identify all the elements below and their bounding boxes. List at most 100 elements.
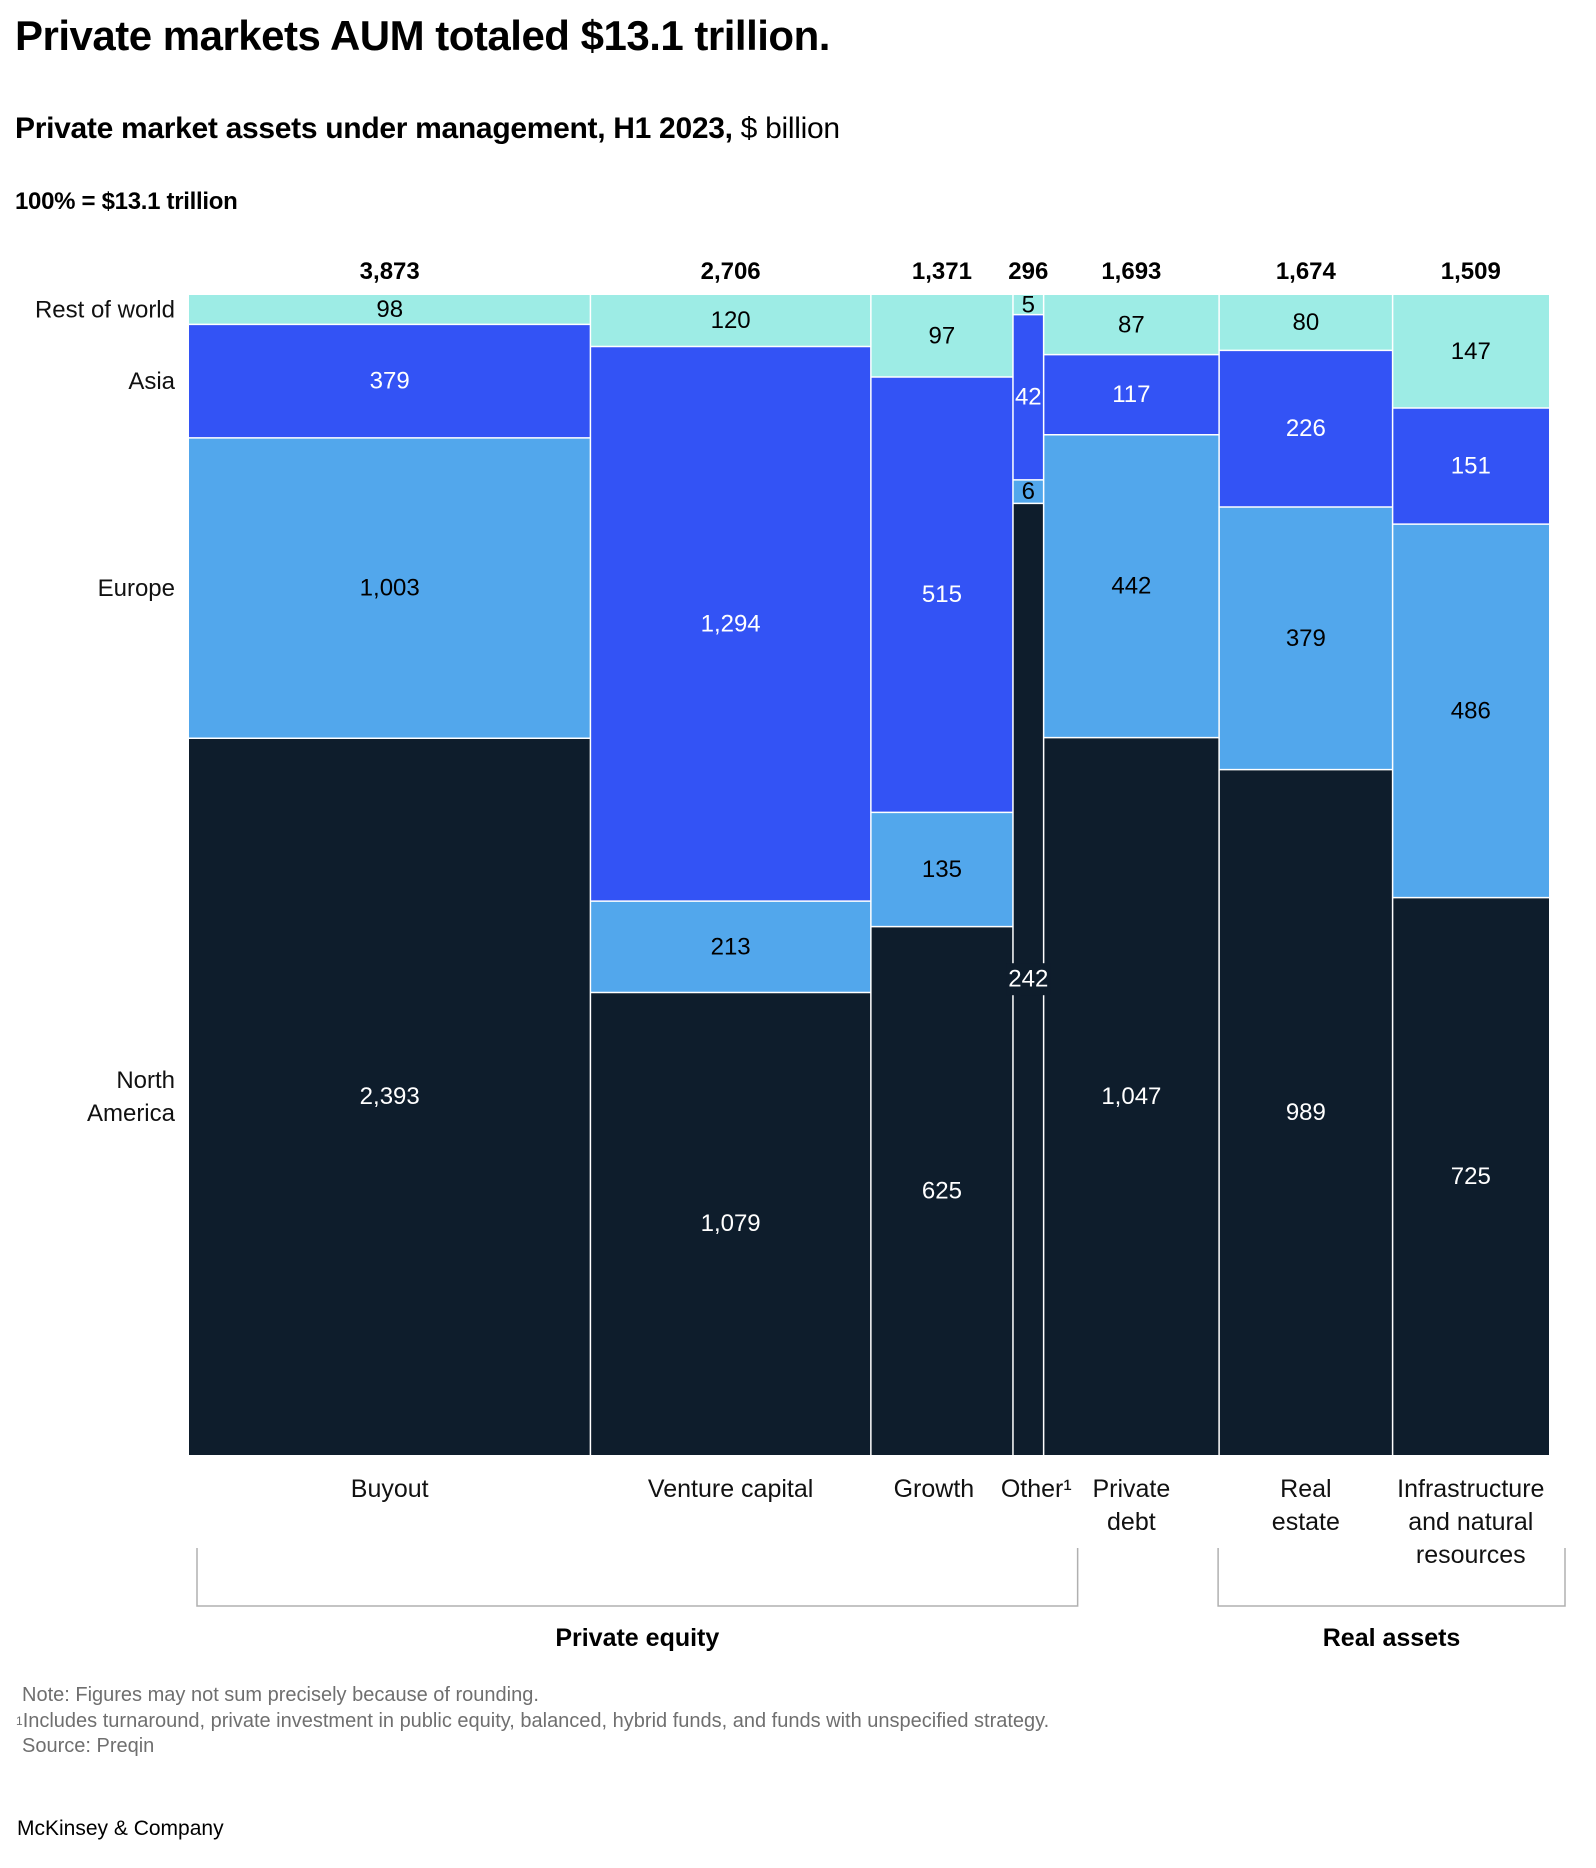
segment-rest-of-world xyxy=(1392,295,1549,409)
segment-value-label: 989 xyxy=(1286,1099,1326,1126)
segment-value-label: 1,003 xyxy=(360,575,420,602)
subtitle-main: Private market assets under management, … xyxy=(15,112,733,145)
note-rounding: Note: Figures may not sum precisely beca… xyxy=(22,1684,539,1706)
segment-europe xyxy=(1043,434,1220,738)
group-label: Private equity xyxy=(555,1624,719,1652)
column-total-label: 1,371 xyxy=(912,258,972,285)
segment-value-label: 379 xyxy=(370,368,410,395)
segment-north-america xyxy=(1043,737,1220,1455)
segment-asia xyxy=(870,377,1013,813)
segment-value-label: 1,047 xyxy=(1101,1083,1161,1110)
segment-north-america xyxy=(870,926,1013,1455)
segment-value-label: 486 xyxy=(1451,697,1491,724)
column-total-label: 1,693 xyxy=(1101,258,1161,285)
category-label: debt xyxy=(1107,1508,1156,1536)
segment-value-label: 147 xyxy=(1451,338,1491,365)
segment-europe xyxy=(590,901,871,993)
category-label: estate xyxy=(1272,1508,1340,1536)
category-label: Other¹ xyxy=(1001,1475,1072,1503)
subtitle-unit: $ billion xyxy=(732,112,840,145)
segment-north-america xyxy=(1392,897,1549,1455)
column-total-label: 1,674 xyxy=(1276,258,1337,285)
category-labels: Buyout Venture capital Growth Other¹ Private… xyxy=(351,1475,1545,1569)
segment-value-label: 151 xyxy=(1451,453,1491,480)
group-bracket xyxy=(1217,1548,1566,1607)
footnotes: Note: Figures may not sum precisely beca… xyxy=(16,1683,1049,1760)
row-label-asia: Asia xyxy=(128,368,175,395)
mosaic-chart: Rest of world Asia Europe North America 3,87… xyxy=(35,258,1566,1652)
chart-title: Private markets AUM totaled $13.1 trilli… xyxy=(15,12,830,59)
segment-rest-of-world xyxy=(870,295,1013,378)
segment-value-label: 80 xyxy=(1293,309,1320,336)
segment-asia xyxy=(1392,408,1549,525)
category-label: Venture capital xyxy=(648,1475,813,1503)
segment-north-america xyxy=(1219,769,1393,1455)
segment-rest-of-world xyxy=(590,295,871,347)
row-label-rest-of-world: Rest of world xyxy=(35,297,175,324)
segment-value-label: 97 xyxy=(929,323,956,350)
segment-europe xyxy=(870,812,1013,927)
segment-value-label: 213 xyxy=(711,933,751,960)
segment-asia xyxy=(590,346,871,902)
group-bracket xyxy=(196,1548,1079,1607)
category-label: Private xyxy=(1092,1475,1170,1503)
category-label: Infrastructure xyxy=(1397,1475,1544,1503)
row-label-europe: Europe xyxy=(98,575,175,602)
segment-value-label: 2,393 xyxy=(360,1083,420,1110)
brand-logo-text: McKinsey & Company xyxy=(17,1817,224,1840)
segment-value-label: 442 xyxy=(1111,573,1151,600)
segment-value-label: 242 xyxy=(1008,966,1048,993)
category-label: Buyout xyxy=(351,1475,429,1503)
segment-value-label: 135 xyxy=(922,856,962,883)
group-brackets: Private equity Real assets xyxy=(196,1548,1566,1652)
segment-asia xyxy=(1012,314,1044,480)
segment-europe xyxy=(1219,507,1393,770)
segment-value-label: 379 xyxy=(1286,625,1326,652)
chart-subtitle: Private market assets under management, … xyxy=(15,112,840,146)
column-total-label: 296 xyxy=(1008,258,1048,285)
footnote-1: 1Includes turnaround, private investment… xyxy=(16,1709,1049,1735)
group-label: Real assets xyxy=(1323,1624,1461,1652)
category-label: Real xyxy=(1280,1475,1331,1503)
segment-rest-of-world xyxy=(1219,295,1393,351)
segment-value-label: 515 xyxy=(922,581,962,608)
column-total-label: 3,873 xyxy=(360,258,420,285)
segment-europe xyxy=(1012,479,1044,504)
segment-asia xyxy=(1219,350,1393,508)
segment-value-label: 226 xyxy=(1286,415,1326,442)
segments xyxy=(189,295,1549,1456)
segment-north-america xyxy=(189,738,591,1455)
row-label-north-america: North xyxy=(116,1067,175,1094)
segment-asia xyxy=(1043,354,1220,435)
dividers xyxy=(189,295,1549,1455)
segment-north-america xyxy=(590,992,871,1455)
segment-value-label: 1,079 xyxy=(701,1210,761,1237)
segment-rest-of-world xyxy=(1012,295,1044,315)
column-total-label: 2,706 xyxy=(701,258,761,285)
label-backdrop xyxy=(1006,963,1051,996)
row-label-north-america: America xyxy=(87,1100,176,1127)
column-totals: 3,873 2,706 1,371 296 1,693 1,674 1,509 xyxy=(360,258,1501,285)
segment-value-label: 42 xyxy=(1015,384,1042,411)
segment-labels: 98 379 1,003 2,393 120 1,294 213 1,079 97 515 135 6… xyxy=(360,291,1491,1237)
segment-value-label: 6 xyxy=(1022,478,1035,505)
segment-value-label: 87 xyxy=(1118,311,1145,338)
base-note: 100% = $13.1 trillion xyxy=(15,188,238,215)
segment-value-label: 5 xyxy=(1022,291,1035,318)
segment-rest-of-world xyxy=(1043,295,1220,355)
segment-value-label: 120 xyxy=(711,307,751,334)
category-label: Growth xyxy=(894,1475,975,1503)
segment-value-label: 98 xyxy=(376,296,403,323)
segment-europe xyxy=(189,437,591,739)
footnote-marker: 1 xyxy=(16,1713,23,1728)
segment-europe xyxy=(1392,524,1549,898)
segment-value-label: 725 xyxy=(1451,1163,1491,1190)
segment-value-label: 1,294 xyxy=(701,610,761,637)
column-total-label: 1,509 xyxy=(1441,258,1501,285)
segment-value-label: 117 xyxy=(1112,381,1150,408)
category-label: resources xyxy=(1416,1541,1526,1569)
segment-rest-of-world xyxy=(189,295,591,325)
segment-asia xyxy=(189,324,591,438)
segment-value-label: 625 xyxy=(922,1177,962,1204)
row-labels: Rest of world Asia Europe North America xyxy=(35,297,176,1127)
